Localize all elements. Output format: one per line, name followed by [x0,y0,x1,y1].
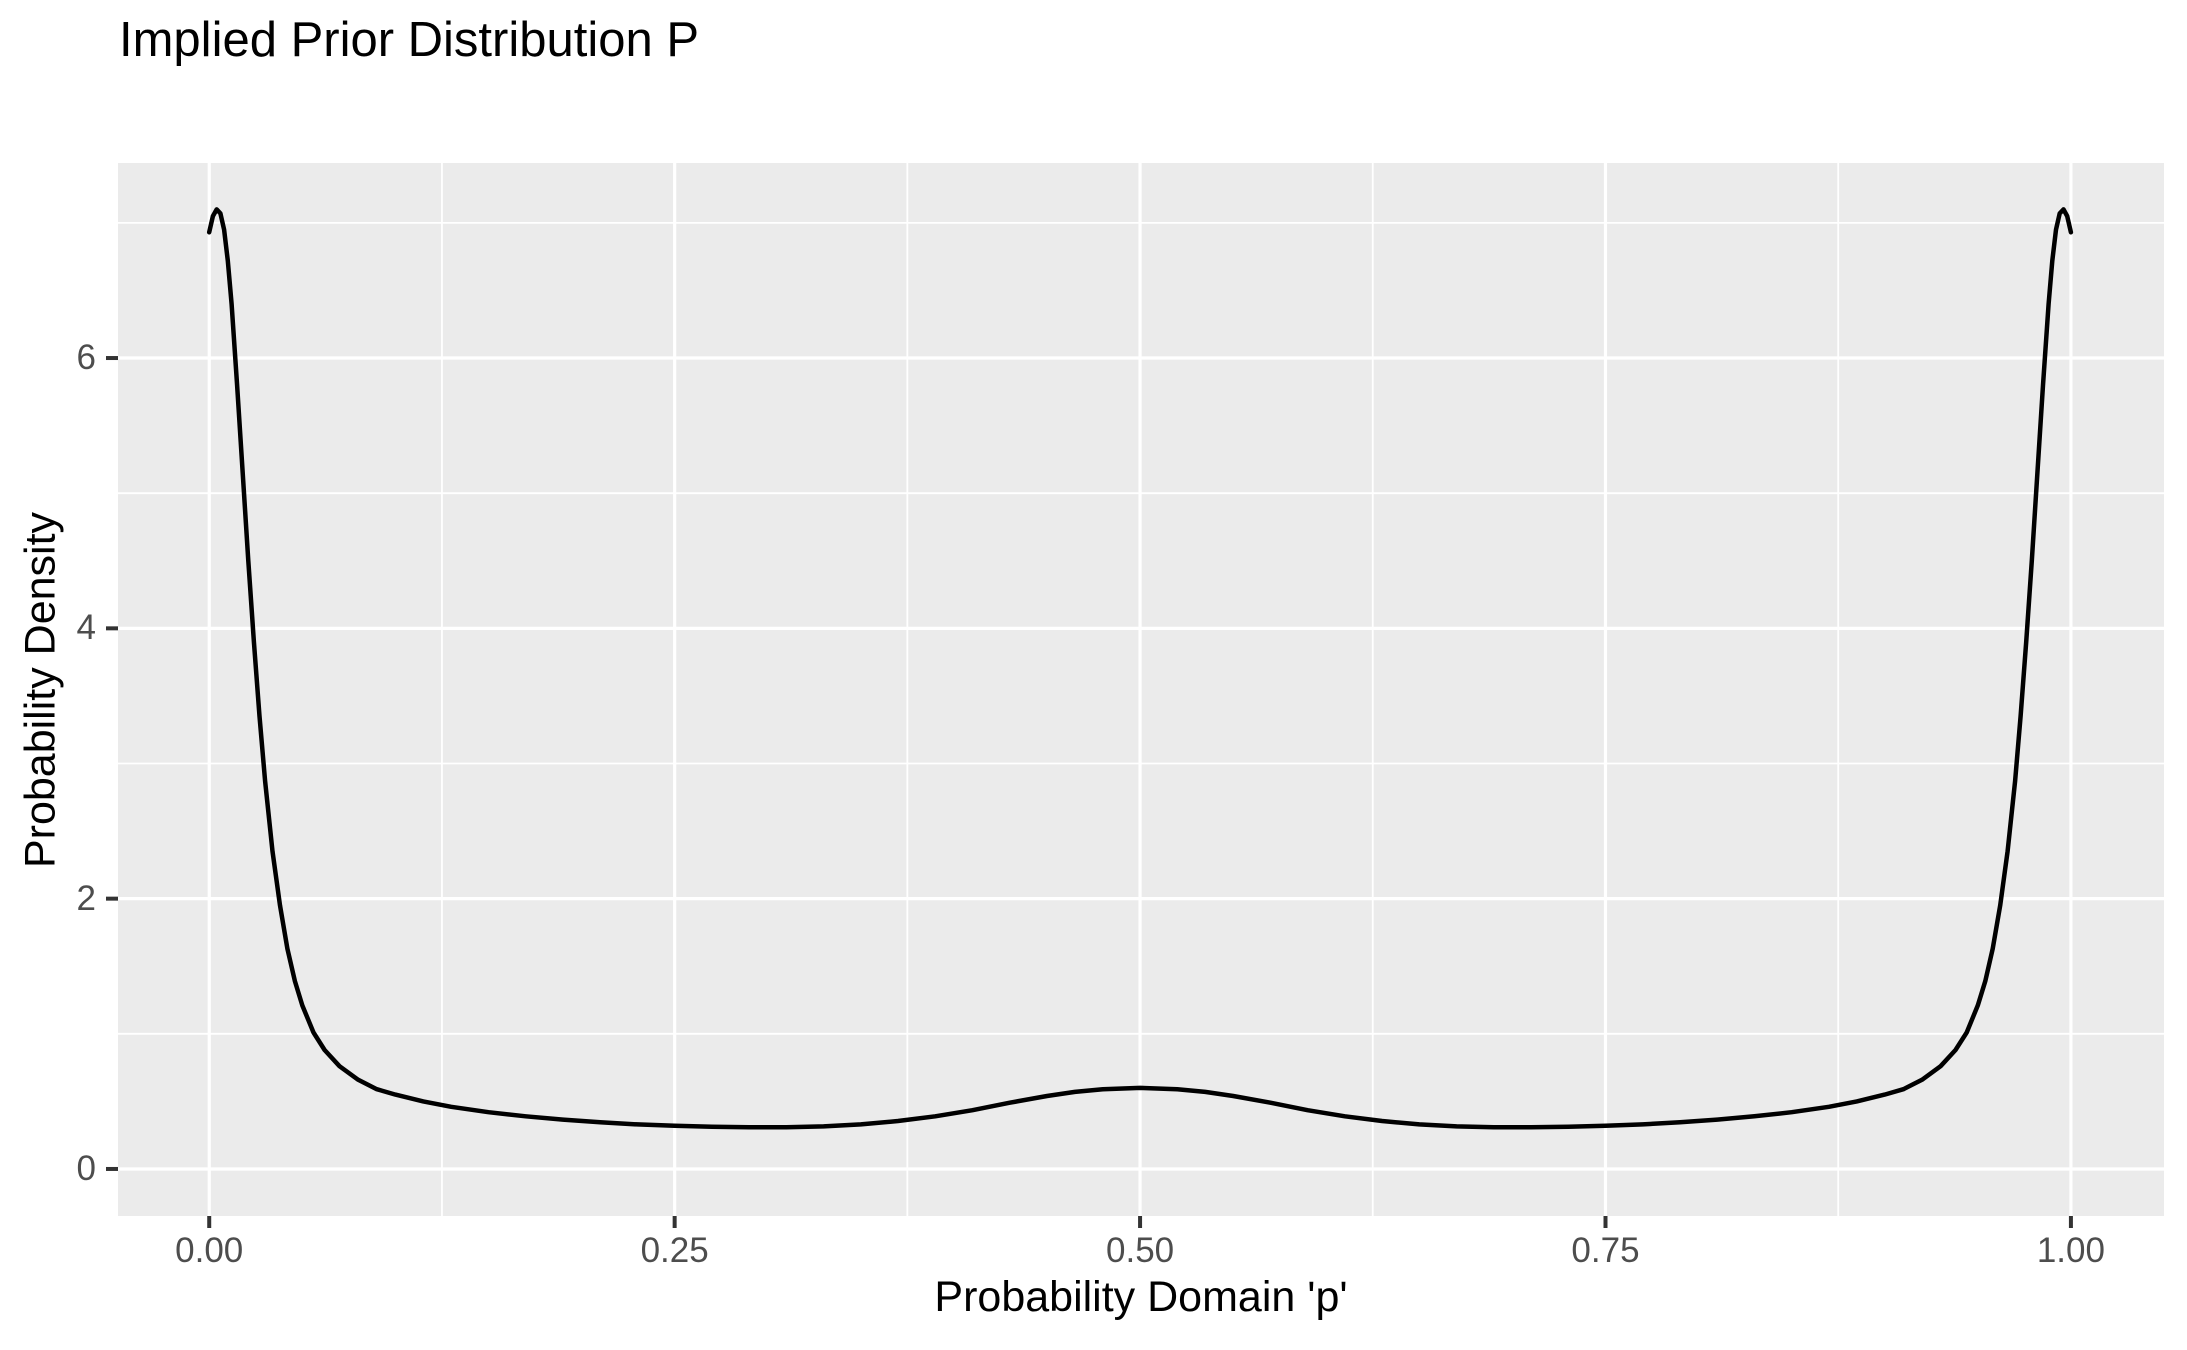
x-tick-label: 0.50 [1106,1231,1175,1270]
y-tick-label: 6 [76,338,96,378]
y-tick-label: 2 [76,878,96,918]
x-tick-label: 0.00 [175,1231,244,1270]
x-axis-title: Probability Domain 'p' [934,1273,1348,1321]
y-axis-title: Probability Density [16,511,65,869]
y-tick-label: 4 [76,608,96,648]
x-tick-label: 0.75 [1571,1231,1640,1270]
plot-title: Implied Prior Distribution P [119,13,700,67]
y-tick-label: 0 [76,1148,96,1188]
density-curve [206,207,2074,1130]
x-tick-label: 1.00 [2036,1231,2105,1270]
x-tick-label: 0.25 [640,1231,709,1270]
